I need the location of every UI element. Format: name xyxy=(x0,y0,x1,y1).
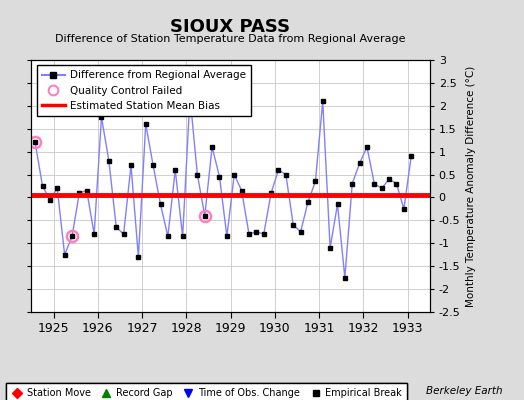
Text: Difference of Station Temperature Data from Regional Average: Difference of Station Temperature Data f… xyxy=(56,34,406,44)
Text: SIOUX PASS: SIOUX PASS xyxy=(170,18,291,36)
Text: Berkeley Earth: Berkeley Earth xyxy=(427,386,503,396)
Legend: Station Move, Record Gap, Time of Obs. Change, Empirical Break: Station Move, Record Gap, Time of Obs. C… xyxy=(6,383,407,400)
Y-axis label: Monthly Temperature Anomaly Difference (°C): Monthly Temperature Anomaly Difference (… xyxy=(466,65,476,307)
